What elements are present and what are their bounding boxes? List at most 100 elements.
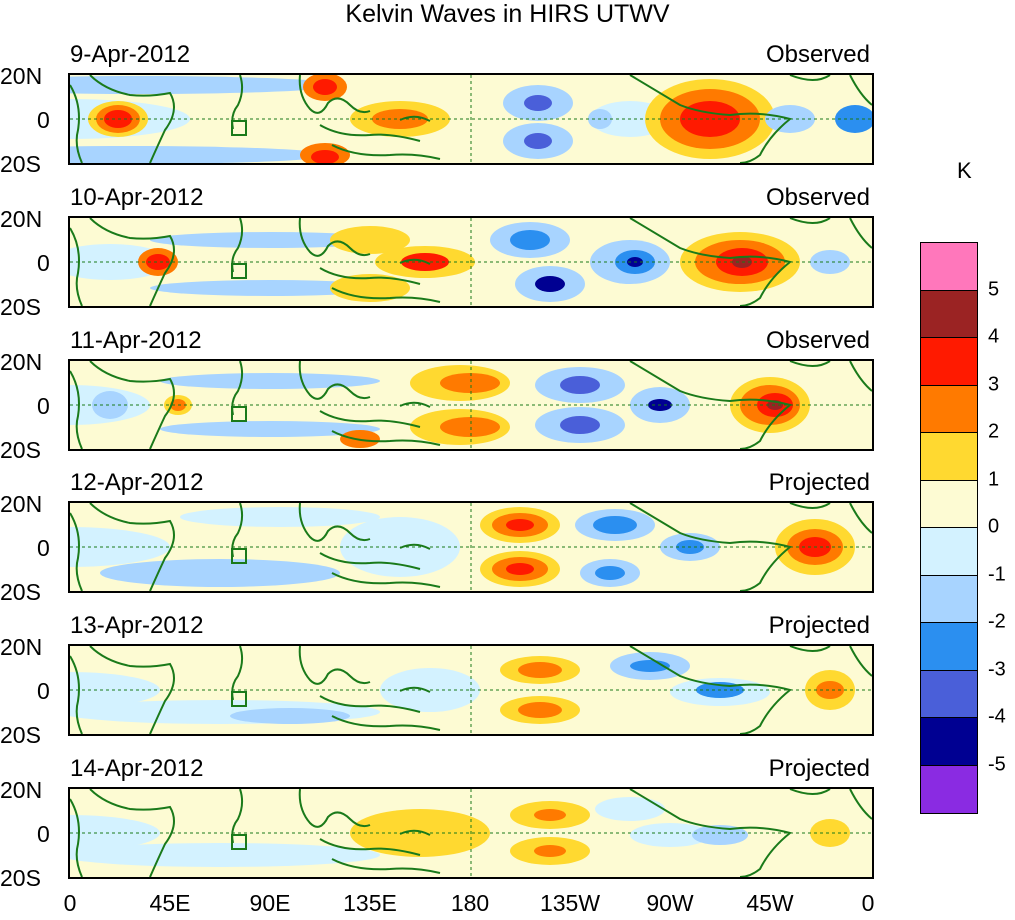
colorbar-swatch — [921, 623, 977, 671]
anomaly-map — [68, 787, 874, 879]
coastline — [298, 646, 371, 685]
lat-label-equator: 0 — [37, 250, 50, 276]
lon-label: 135E — [343, 890, 397, 916]
lat-label-north: 20N — [0, 63, 43, 89]
coastline — [849, 361, 872, 392]
anomaly-contour — [560, 376, 600, 394]
coastline — [89, 75, 175, 163]
lon-label: 0 — [861, 890, 875, 916]
anomaly-map — [68, 73, 874, 165]
lon-label: 45W — [746, 890, 794, 916]
colorbar-level-label: 3 — [988, 373, 1000, 395]
anomaly-contour — [160, 421, 380, 437]
lat-label-south: 20S — [0, 579, 41, 605]
coastline — [319, 695, 421, 713]
colorbar-level-label: 5 — [988, 278, 1000, 300]
anomaly-contour — [534, 809, 566, 821]
anomaly-contour — [595, 566, 625, 580]
coastline — [331, 715, 441, 731]
colorbar-level-label: -5 — [988, 753, 1006, 775]
reference-box — [231, 691, 247, 707]
anomaly-contour — [810, 819, 850, 847]
coastline — [849, 75, 872, 106]
coastline — [319, 838, 421, 856]
coastline — [319, 124, 421, 142]
coastline — [89, 503, 175, 591]
coastline — [789, 503, 831, 509]
coastline — [70, 655, 83, 734]
colorbar-swatch — [921, 243, 977, 291]
coastline — [789, 75, 831, 81]
coastline — [629, 646, 793, 734]
colorbar-unit: K — [957, 158, 972, 183]
panel-date: 9-Apr-2012 — [70, 41, 191, 68]
colorbar-swatch — [921, 528, 977, 576]
colorbar-swatch — [921, 338, 977, 386]
anomaly-contour — [180, 507, 380, 527]
coastline — [849, 789, 872, 820]
coastline — [298, 789, 371, 828]
panel-kind: Observed — [765, 327, 870, 354]
coastline — [298, 218, 371, 257]
coastline — [849, 646, 872, 677]
lat-label-equator: 0 — [37, 535, 50, 561]
lon-label: 45E — [149, 890, 191, 916]
panel-date: 14-Apr-2012 — [70, 755, 204, 782]
anomaly-contour — [506, 563, 534, 575]
panel-kind: Projected — [768, 612, 870, 639]
anomaly-contour — [524, 95, 552, 111]
coastline — [89, 646, 175, 734]
colorbar-swatch — [921, 433, 977, 481]
anomaly-map-svg — [70, 503, 872, 591]
reference-box — [231, 834, 247, 850]
lon-label: 180 — [450, 890, 490, 916]
anomaly-contour — [810, 250, 850, 274]
coastline — [319, 267, 421, 285]
coastline — [629, 75, 793, 163]
panel-kind: Projected — [768, 755, 870, 782]
lat-label-north: 20N — [0, 349, 43, 375]
reference-box — [231, 548, 247, 564]
lon-label: 0 — [63, 890, 77, 916]
anomaly-map-svg — [70, 218, 872, 306]
reference-box — [231, 120, 247, 136]
colorbar-level-label: 1 — [988, 468, 1000, 490]
coastline — [89, 789, 175, 877]
lat-label-south: 20S — [0, 437, 41, 463]
coastline — [70, 370, 83, 449]
colorbar-level-label: 0 — [988, 515, 1000, 538]
anomaly-contour — [92, 391, 128, 419]
anomaly-map-svg — [70, 75, 872, 163]
coastline — [70, 798, 83, 877]
coastline — [629, 789, 793, 877]
anomaly-contour — [160, 373, 380, 389]
reference-box — [231, 406, 247, 422]
coastline — [319, 410, 421, 428]
colorbar-level-label: 4 — [988, 325, 1000, 348]
colorbar-swatch — [921, 765, 977, 813]
anomaly-contour — [595, 797, 665, 821]
lat-label-south: 20S — [0, 151, 41, 177]
coastline — [70, 227, 83, 306]
coastline — [331, 287, 441, 303]
colorbar-level-label: -2 — [988, 610, 1006, 633]
coastline — [298, 503, 371, 542]
anomaly-contour — [146, 254, 170, 270]
anomaly-contour — [518, 702, 562, 718]
panel-kind: Projected — [768, 469, 870, 496]
anomaly-contour — [510, 230, 550, 250]
lat-label-north: 20N — [0, 777, 43, 803]
panel-date: 11-Apr-2012 — [70, 327, 202, 354]
reference-box — [231, 263, 247, 279]
anomaly-contour — [440, 417, 500, 437]
anomaly-contour — [313, 79, 337, 95]
anomaly-contour — [816, 681, 844, 699]
anomaly-map-svg — [70, 646, 872, 734]
anomaly-contour — [560, 416, 600, 434]
coastline — [629, 503, 793, 591]
lon-label: 90W — [646, 890, 694, 916]
lon-label: 90E — [249, 890, 291, 916]
colorbar-swatch — [921, 480, 977, 528]
lat-label-south: 20S — [0, 865, 41, 891]
anomaly-contour — [230, 708, 350, 724]
